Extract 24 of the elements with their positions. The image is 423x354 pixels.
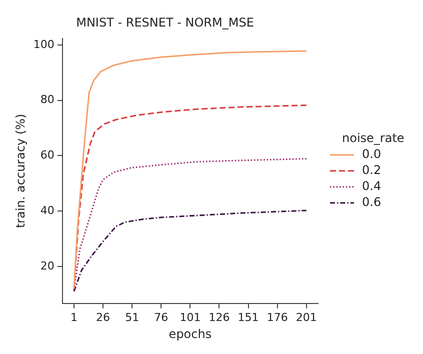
x-axis-title: epochs [168, 326, 212, 341]
x-tick-label: 1 [70, 310, 78, 324]
x-tick-label: 151 [238, 310, 259, 324]
chart-title: MNIST - RESNET - NORM_MSE [76, 15, 254, 30]
x-tick-label: 76 [154, 310, 168, 324]
x-tick-label: 51 [125, 310, 140, 324]
line-series [73, 210, 308, 292]
x-tick-label: 101 [180, 310, 201, 324]
x-tick-label: 176 [266, 310, 288, 324]
legend-label: 0.0 [362, 147, 382, 162]
y-tick-label: 60 [40, 148, 54, 162]
y-tick-label: 100 [33, 38, 54, 51]
y-tick-label: 80 [40, 93, 54, 106]
legend-label: 0.6 [362, 195, 382, 210]
y-tick-label: 20 [40, 259, 54, 272]
line-series [73, 158, 308, 291]
y-axis-title: train. accuracy (%) [13, 114, 28, 228]
x-tick-label: 26 [96, 310, 110, 324]
legend-label: 0.4 [362, 179, 382, 194]
legend-title: noise_rate [342, 131, 404, 146]
legend-label: 0.2 [362, 163, 382, 178]
x-tick-label: 201 [296, 310, 317, 324]
x-tick-label: 126 [208, 310, 230, 324]
y-tick-label: 40 [40, 204, 54, 217]
